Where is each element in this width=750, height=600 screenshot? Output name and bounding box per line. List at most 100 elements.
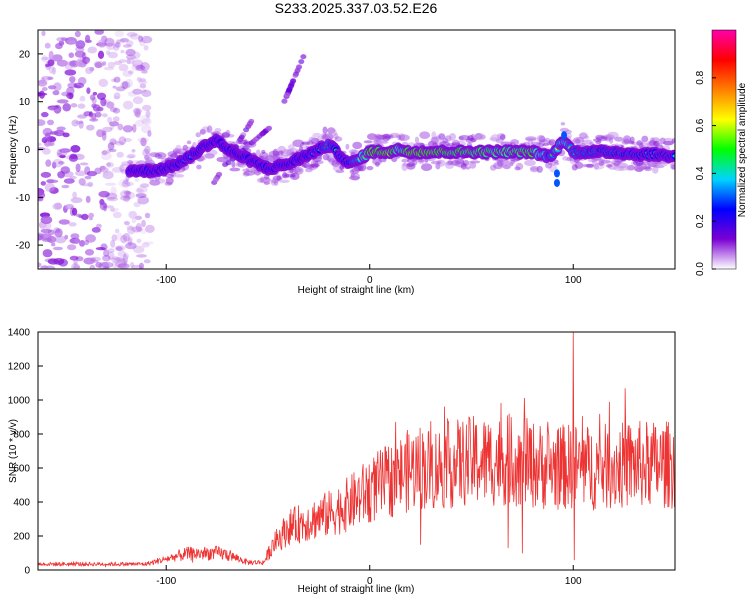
noise-blob bbox=[142, 148, 150, 157]
noise-blob bbox=[111, 234, 118, 242]
halo-blob bbox=[226, 134, 235, 138]
halo-blob bbox=[490, 164, 497, 171]
noise-blob bbox=[74, 237, 80, 244]
noise-blob bbox=[109, 138, 117, 146]
halo-blob bbox=[374, 138, 383, 142]
noise-blob bbox=[125, 190, 130, 197]
noise-blob bbox=[38, 119, 46, 126]
noise-blob bbox=[62, 132, 70, 138]
noise-blob bbox=[40, 76, 45, 84]
halo-blob bbox=[378, 140, 389, 144]
noise-blob bbox=[137, 196, 149, 205]
noise-blob bbox=[117, 263, 130, 269]
halo-blob bbox=[591, 157, 596, 163]
halo-blob bbox=[327, 158, 336, 163]
colorbar-tick-label: 0.4 bbox=[695, 166, 706, 180]
noise-blob bbox=[89, 264, 96, 269]
noise-blob bbox=[61, 171, 74, 178]
halo-blob bbox=[431, 131, 437, 140]
halo-blob bbox=[499, 134, 506, 141]
halo-blob bbox=[381, 133, 393, 139]
noise-blob bbox=[139, 39, 146, 47]
noise-blob bbox=[119, 164, 125, 173]
y-tick-label: 0 bbox=[24, 145, 30, 156]
noise-blob bbox=[52, 54, 63, 62]
figure-title: S233.2025.337.03.52.E26 bbox=[275, 0, 438, 16]
noise-blob bbox=[69, 255, 79, 261]
halo-blob bbox=[465, 138, 476, 143]
halo-blob bbox=[467, 135, 474, 141]
halo-blob bbox=[299, 142, 309, 149]
halo-blob bbox=[292, 139, 305, 148]
halo-blob bbox=[280, 149, 293, 157]
noise-blob bbox=[140, 124, 152, 134]
halo-blob bbox=[579, 132, 588, 139]
halo-blob bbox=[445, 160, 454, 166]
streak-blob bbox=[284, 92, 291, 98]
noise-blob bbox=[64, 204, 75, 210]
halo-blob bbox=[525, 137, 537, 142]
halo-blob bbox=[284, 174, 296, 178]
halo-blob bbox=[229, 167, 241, 172]
streak-blob bbox=[281, 98, 288, 104]
halo-blob bbox=[321, 133, 327, 139]
halo-blob bbox=[348, 149, 358, 154]
noise-blob bbox=[88, 217, 93, 221]
noise-blob bbox=[139, 78, 146, 83]
x-tick-label: -100 bbox=[156, 576, 176, 587]
noise-blob bbox=[77, 77, 87, 85]
spectrogram-y-axis: -20 -10 0 10 20 bbox=[16, 49, 43, 252]
noise-blob bbox=[98, 190, 110, 198]
noise-blob bbox=[114, 42, 121, 48]
noise-blob bbox=[74, 121, 84, 124]
colorbar-tick-label: 0.2 bbox=[695, 214, 706, 228]
noise-blob bbox=[74, 30, 81, 38]
noise-blob bbox=[38, 142, 42, 147]
halo-blob bbox=[670, 162, 675, 167]
halo-blob bbox=[502, 164, 511, 170]
halo-blob bbox=[635, 167, 644, 172]
noise-blob bbox=[74, 50, 86, 58]
noise-blob bbox=[70, 145, 81, 153]
streak-blob bbox=[216, 171, 223, 177]
halo-blob bbox=[663, 137, 674, 146]
halo-blob bbox=[305, 167, 313, 173]
halo-blob bbox=[592, 159, 598, 166]
noise-blob bbox=[120, 258, 129, 265]
halo-blob bbox=[456, 158, 465, 164]
noise-blob bbox=[103, 66, 115, 71]
halo-blob bbox=[154, 152, 167, 160]
halo-blob bbox=[309, 166, 317, 171]
halo-blob bbox=[431, 137, 437, 144]
halo-blob bbox=[583, 135, 590, 139]
halo-blob bbox=[395, 134, 400, 138]
noise-blob bbox=[116, 232, 123, 241]
noise-blob bbox=[136, 254, 147, 258]
halo-blob bbox=[447, 159, 453, 165]
halo-blob bbox=[616, 162, 629, 169]
noise-blob bbox=[135, 188, 144, 193]
halo-blob bbox=[515, 162, 524, 170]
noise-blob bbox=[47, 76, 54, 81]
halo-blob bbox=[613, 161, 620, 167]
halo-blob bbox=[633, 164, 645, 172]
snr-series-line bbox=[38, 332, 675, 568]
noise-blob bbox=[125, 48, 136, 57]
y-tick-label: 1000 bbox=[8, 396, 31, 407]
halo-blob bbox=[631, 141, 644, 146]
halo-blob bbox=[308, 163, 319, 169]
halo-blob bbox=[438, 133, 446, 140]
halo-blob bbox=[170, 153, 178, 159]
halo-blob bbox=[210, 131, 221, 136]
noise-blob bbox=[123, 178, 129, 185]
noise-blob bbox=[126, 54, 136, 60]
halo-blob bbox=[497, 133, 506, 140]
halo-blob bbox=[435, 135, 442, 140]
halo-blob bbox=[628, 140, 635, 145]
halo-blob bbox=[288, 144, 295, 150]
colorbar-label: Normalized spectral amplitude bbox=[737, 82, 748, 217]
noise-blob bbox=[101, 261, 114, 269]
halo-blob bbox=[559, 127, 570, 133]
noise-blob bbox=[64, 234, 69, 240]
noise-blob bbox=[75, 213, 82, 218]
